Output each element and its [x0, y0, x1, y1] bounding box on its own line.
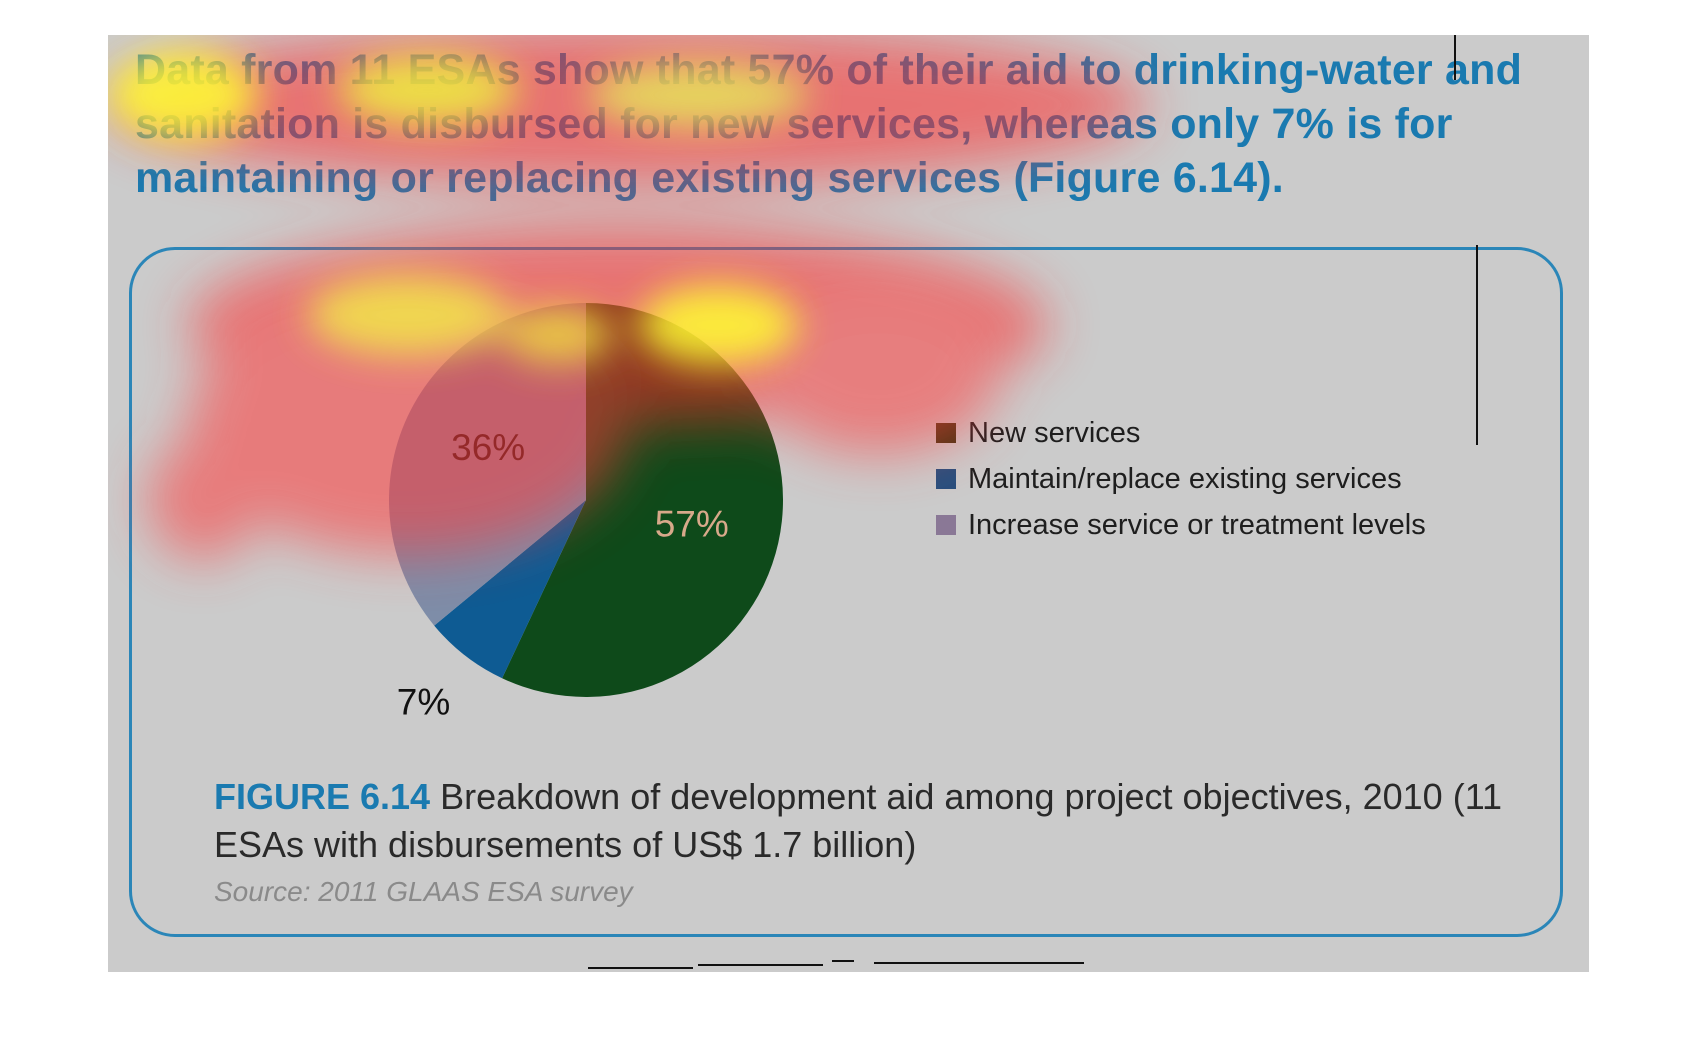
- divider-line: [698, 964, 823, 966]
- pie-slice-label: 36%: [451, 427, 525, 468]
- headline: Data from 11 ESAs show that 57% of their…: [135, 46, 1523, 202]
- legend-label: New services: [968, 417, 1140, 449]
- divider-line: [1476, 245, 1478, 445]
- legend-swatch: [936, 423, 956, 443]
- figure-source: Source: 2011 GLAAS ESA survey: [214, 876, 633, 907]
- pie-slices: [388, 303, 784, 697]
- figure-box: 57% 7% 36% New services Maintain/replace ex…: [129, 247, 1563, 937]
- legend: New services Maintain/replace existing se…: [936, 417, 1426, 541]
- divider-line: [832, 960, 854, 962]
- legend-label: Maintain/replace existing services: [968, 463, 1402, 495]
- divider-line: [588, 967, 693, 969]
- figure-caption: FIGURE 6.14 Breakdown of development aid…: [214, 773, 1514, 869]
- figure-label: FIGURE 6.14: [214, 776, 431, 817]
- figure-caption-text: Breakdown of development aid among proje…: [214, 776, 1503, 865]
- legend-swatch: [936, 515, 956, 535]
- pie-slice-label: 7%: [397, 682, 450, 723]
- legend-swatch: [936, 469, 956, 489]
- divider-line: [874, 962, 1084, 964]
- legend-label: Increase service or treatment levels: [968, 509, 1426, 541]
- slide: Data from 11 ESAs show that 57% of their…: [108, 35, 1589, 972]
- pie-slice-label: 57%: [655, 504, 729, 545]
- divider-line: [1454, 35, 1456, 80]
